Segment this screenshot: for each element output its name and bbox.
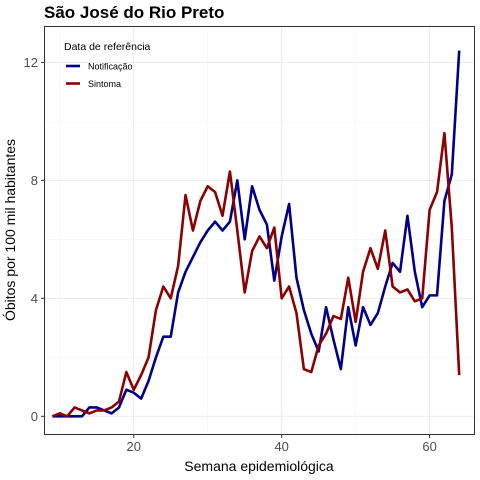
legend-title: Data de referência [64, 41, 151, 53]
series-line-2 [51, 131, 461, 418]
legend-label-1: Notificação [88, 61, 133, 71]
grid [45, 27, 474, 434]
y-tick-label: 0 [31, 409, 38, 424]
y-axis: 0 4 8 12 [24, 55, 45, 424]
legend: Data de referência Notificação Sintoma [64, 41, 151, 89]
plot-panel [44, 26, 475, 435]
chart-title: São José do Rio Preto [44, 3, 224, 22]
y-tick-label: 4 [31, 291, 38, 306]
y-axis-title: Óbitos por 100 mil habitantes [2, 139, 18, 321]
x-tick-label: 20 [127, 439, 141, 454]
x-axis: 20 40 60 [127, 434, 437, 454]
y-tick-label: 12 [24, 55, 38, 70]
y-tick-label: 8 [31, 173, 38, 188]
x-axis-title: Semana epidemiológica [184, 458, 334, 474]
legend-label-2: Sintoma [88, 79, 121, 89]
panel-border [44, 26, 475, 435]
series-line-1 [52, 50, 461, 418]
series-layer [51, 50, 461, 418]
x-tick-label: 40 [274, 439, 288, 454]
x-tick-label: 60 [422, 439, 436, 454]
